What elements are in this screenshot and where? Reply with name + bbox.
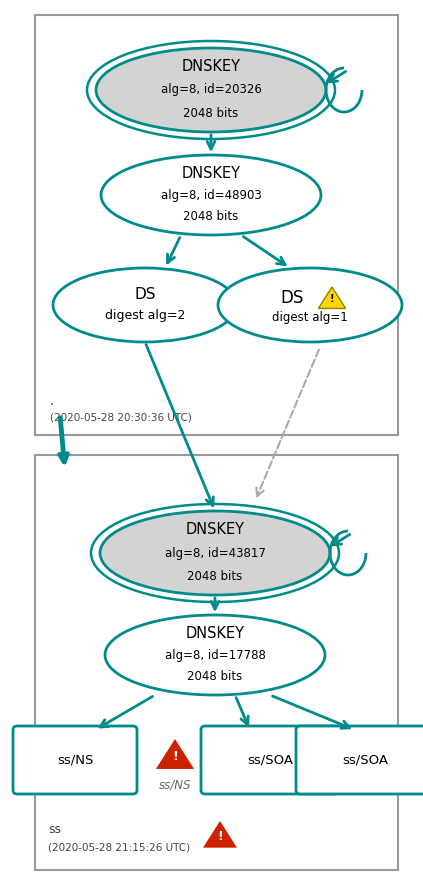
Ellipse shape [105,615,325,695]
Bar [35,455,398,870]
Polygon shape [319,287,346,308]
Text: alg=8, id=20326: alg=8, id=20326 [161,84,261,97]
Text: ss: ss [48,823,61,836]
Text: DNSKEY: DNSKEY [181,165,241,180]
Ellipse shape [218,268,402,342]
Text: 2048 bits: 2048 bits [184,107,239,120]
Polygon shape [201,819,239,849]
Bar [35,15,398,435]
Text: 2048 bits: 2048 bits [187,570,243,582]
Text: (2020-05-28 21:15:26 UTC): (2020-05-28 21:15:26 UTC) [48,842,190,852]
Text: ss/SOA: ss/SOA [247,754,293,766]
FancyBboxPatch shape [13,726,137,794]
Text: digest alg=1: digest alg=1 [272,310,348,324]
Text: 2048 bits: 2048 bits [187,670,243,684]
Text: DNSKEY: DNSKEY [186,523,244,537]
Text: !: ! [217,829,223,843]
Text: DS: DS [134,287,156,302]
Text: ss/NS: ss/NS [57,754,93,766]
Ellipse shape [101,155,321,235]
Text: alg=8, id=43817: alg=8, id=43817 [165,547,266,559]
Ellipse shape [100,511,330,595]
Text: ss/SOA: ss/SOA [342,754,388,766]
Text: alg=8, id=17788: alg=8, id=17788 [165,648,266,661]
Text: DS: DS [280,289,304,307]
Text: !: ! [330,294,334,304]
Text: digest alg=2: digest alg=2 [105,308,185,322]
Ellipse shape [96,48,326,132]
Text: !: ! [172,749,178,763]
Text: DNSKEY: DNSKEY [186,626,244,640]
Text: alg=8, id=48903: alg=8, id=48903 [161,188,261,202]
Polygon shape [154,737,196,770]
Text: ss/NS: ss/NS [159,779,191,791]
Text: DNSKEY: DNSKEY [181,60,241,75]
FancyBboxPatch shape [296,726,423,794]
Text: 2048 bits: 2048 bits [184,211,239,223]
Text: (2020-05-28 20:30:36 UTC): (2020-05-28 20:30:36 UTC) [50,412,192,422]
Text: .: . [50,394,55,408]
Ellipse shape [53,268,237,342]
FancyBboxPatch shape [201,726,339,794]
